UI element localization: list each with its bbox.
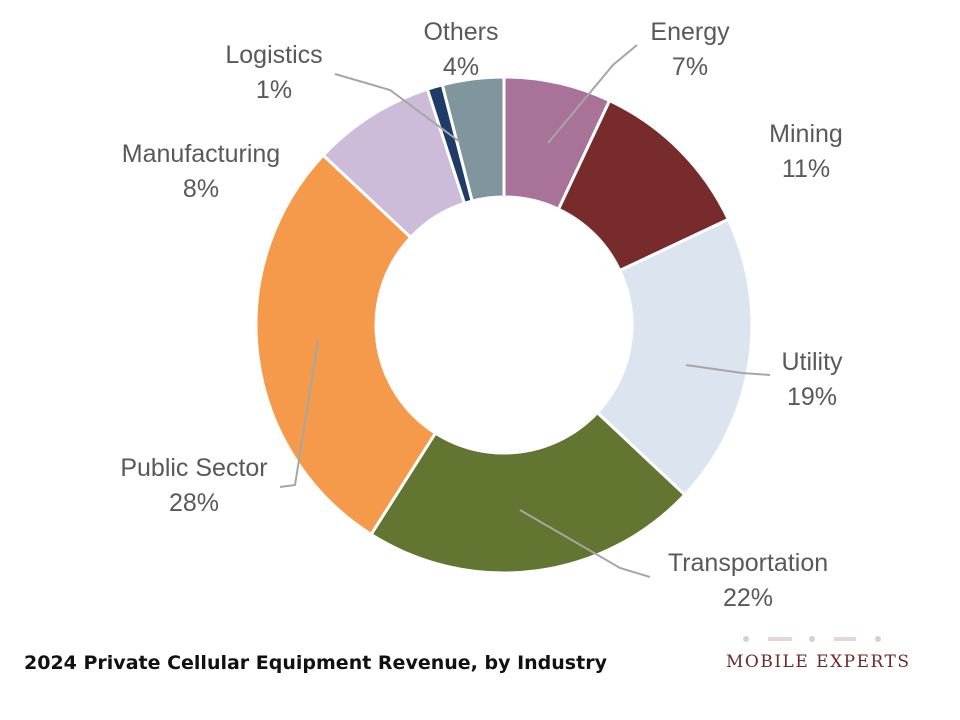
- slice-utility: [595, 217, 754, 497]
- leader-line-public-sector: [279, 339, 319, 488]
- leader-line-utility: [685, 364, 771, 376]
- category-label-energy: Energy: [650, 18, 730, 46]
- category-label-manufacturing: Manufacturing: [122, 140, 280, 168]
- slice-public-sector: [254, 153, 438, 537]
- value-label-manufacturing: 8%: [183, 175, 219, 203]
- value-label-others: 4%: [443, 53, 479, 81]
- leader-line-transportation: [519, 509, 651, 578]
- slice-others: [440, 75, 506, 203]
- value-label-energy: 7%: [672, 53, 708, 81]
- value-label-transportation: 22%: [723, 584, 773, 612]
- mobile-experts-logo: MOBILE EXPERTS: [722, 634, 922, 674]
- category-label-public-sector: Public Sector: [120, 454, 267, 482]
- chart-caption: 2024 Private Cellular Equipment Revenue,…: [24, 652, 607, 674]
- donut-slices: [254, 75, 754, 575]
- slice-transportation: [369, 410, 687, 575]
- category-label-utility: Utility: [781, 348, 843, 376]
- category-label-transportation: Transportation: [668, 549, 828, 577]
- logo-text: MOBILE EXPERTS: [726, 652, 911, 672]
- category-label-logistics: Logistics: [225, 41, 322, 69]
- donut-chart: Energy 7% Mining 11% Utility 19% Transportatio…: [120, 18, 843, 612]
- value-label-utility: 19%: [787, 383, 837, 411]
- category-label-mining: Mining: [769, 120, 843, 148]
- value-label-mining: 11%: [782, 155, 830, 183]
- leader-lines: [279, 44, 771, 578]
- value-label-logistics: 1%: [256, 76, 292, 104]
- value-label-public-sector: 28%: [169, 489, 219, 517]
- logo-mark-icon: [743, 636, 881, 642]
- leader-line-energy: [547, 44, 638, 144]
- category-label-others: Others: [423, 18, 498, 46]
- slice-labels: Energy 7% Mining 11% Utility 19% Transportatio…: [120, 18, 843, 612]
- leader-line-logistics: [334, 73, 461, 143]
